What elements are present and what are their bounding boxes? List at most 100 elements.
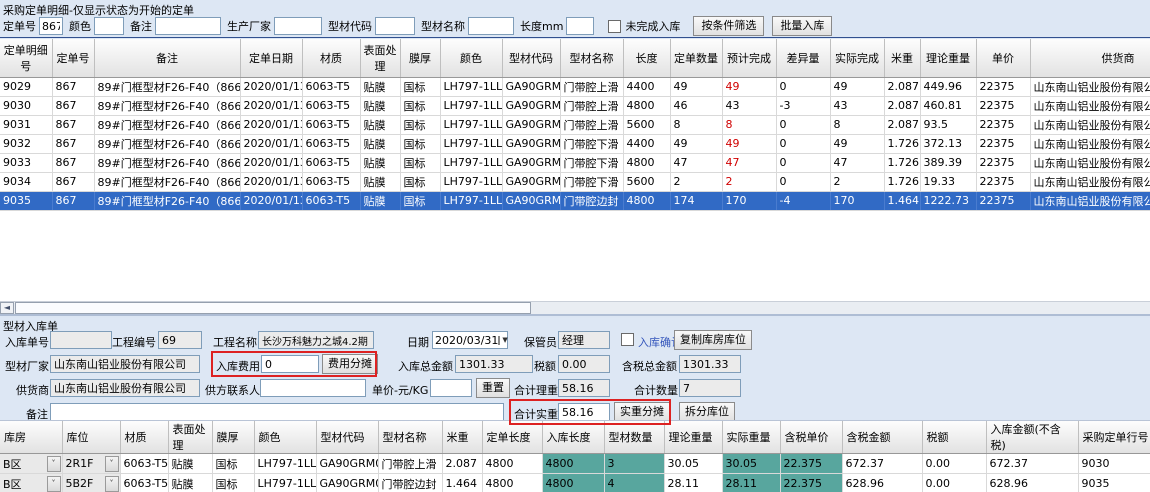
filter-color-input[interactable]	[94, 17, 124, 35]
table-cell[interactable]: 30.05	[664, 453, 723, 474]
remark-input[interactable]	[50, 403, 504, 421]
table-cell[interactable]: 867	[52, 134, 95, 154]
table-cell[interactable]: 1.726	[884, 134, 921, 154]
table-cell[interactable]: 22375	[976, 153, 1031, 173]
table-cell[interactable]: 贴膜	[360, 191, 401, 211]
table-cell[interactable]: 门带腔边封	[378, 473, 443, 492]
column-header[interactable]: 单价	[976, 39, 1031, 78]
table-cell[interactable]: 国标	[400, 115, 441, 135]
column-header[interactable]: 米重	[442, 421, 483, 454]
filter-profile-code-input[interactable]	[375, 17, 415, 35]
table-cell[interactable]: 5600	[623, 115, 671, 135]
table-cell[interactable]: 4800	[623, 191, 671, 211]
inbound-row[interactable]: B区˅2R1F˅6063-T5贴膜国标LH797-1LL0GA90GRM03门带…	[0, 453, 1150, 474]
column-header[interactable]: 采购定单行号	[1078, 421, 1150, 454]
table-cell[interactable]: 672.37	[842, 453, 923, 474]
column-header[interactable]: 库位	[62, 421, 121, 454]
column-header[interactable]: 膜厚	[400, 39, 441, 78]
unfinished-checkbox[interactable]	[608, 19, 622, 33]
table-cell[interactable]: 1.464	[884, 191, 921, 211]
table-cell[interactable]: 6063-T5	[120, 453, 169, 474]
table-cell[interactable]: 49	[670, 77, 723, 97]
inbound-no-input[interactable]	[50, 331, 112, 349]
table-cell[interactable]: 9032	[0, 134, 53, 154]
table-cell[interactable]: 0	[776, 115, 831, 135]
table-cell[interactable]: 2020/01/13	[240, 77, 303, 97]
table-cell[interactable]: GA90GRM04	[502, 172, 561, 192]
table-cell[interactable]: 2.087	[884, 115, 921, 135]
table-cell[interactable]: 9034	[0, 172, 53, 192]
table-cell[interactable]: 贴膜	[360, 172, 401, 192]
selected-order-row[interactable]: 903586789#门框型材F26-F40（866+867）2020/01/13…	[0, 191, 1150, 211]
order-row[interactable]: 902986789#门框型材F26-F40（866+867）2020/01/13…	[0, 77, 1150, 97]
table-cell[interactable]: 6063-T5	[302, 134, 361, 154]
column-header[interactable]: 型材名称	[560, 39, 624, 78]
table-cell[interactable]: LH797-1LL0	[440, 134, 503, 154]
reset-button[interactable]: 重置	[476, 378, 510, 398]
table-cell[interactable]: 89#门框型材F26-F40（866+867）	[94, 191, 241, 211]
inbound-row[interactable]: B区˅5B2F˅6063-T5贴膜国标LH797-1LL0GA90GRM05门带…	[0, 473, 1150, 492]
table-cell[interactable]: GA90GRM03	[502, 77, 561, 97]
table-cell[interactable]: 47	[670, 153, 723, 173]
copy-warehouse-button[interactable]: 复制库房库位	[674, 330, 752, 350]
date-dropdown-arrow-icon[interactable]: ▼	[502, 336, 508, 344]
table-cell[interactable]: 国标	[400, 134, 441, 154]
table-cell[interactable]: 170	[830, 191, 885, 211]
table-cell[interactable]: 449.96	[920, 77, 977, 97]
table-cell[interactable]: 2.087	[884, 77, 921, 97]
table-cell[interactable]: 867	[52, 77, 95, 97]
table-cell[interactable]: 2020/01/13	[240, 153, 303, 173]
warehouse-select[interactable]: B区 ˅	[0, 453, 63, 474]
table-cell[interactable]: LH797-1LL0	[440, 153, 503, 173]
table-cell[interactable]: 山东南山铝业股份有限公司	[1030, 96, 1150, 116]
table-cell[interactable]: 93.5	[920, 115, 977, 135]
column-header[interactable]: 差异量	[776, 39, 831, 78]
table-cell[interactable]: GA90GRM03	[502, 96, 561, 116]
table-cell[interactable]: -4	[776, 191, 831, 211]
batch-inbound-button[interactable]: 批量入库	[772, 16, 833, 36]
table-cell[interactable]: LH797-1LL0	[254, 453, 317, 474]
column-header[interactable]: 税额	[922, 421, 987, 454]
column-header[interactable]: 定单日期	[240, 39, 303, 78]
table-cell[interactable]: 贴膜	[360, 115, 401, 135]
table-cell[interactable]: 6063-T5	[302, 96, 361, 116]
table-cell[interactable]: 89#门框型材F26-F40（866+867）	[94, 134, 241, 154]
split-location-button[interactable]: 拆分库位	[679, 402, 735, 422]
table-cell[interactable]: 49	[722, 77, 777, 97]
actual-weight-allocate-button[interactable]: 实重分摊	[614, 402, 670, 422]
table-cell[interactable]: GA90GRM04	[502, 134, 561, 154]
project-name-input[interactable]	[258, 331, 374, 349]
table-cell[interactable]: 22375	[976, 115, 1031, 135]
table-cell[interactable]: 1.726	[884, 153, 921, 173]
table-cell[interactable]: 门带腔上滑	[378, 453, 443, 474]
table-cell[interactable]: LH797-1LL0	[254, 473, 317, 492]
table-cell[interactable]: 4800	[482, 453, 543, 474]
table-cell[interactable]: LH797-1LL0	[440, 96, 503, 116]
table-cell[interactable]: 2.087	[442, 453, 483, 474]
table-cell[interactable]: GA90GRM05	[502, 191, 561, 211]
table-cell[interactable]: GA90GRM03	[316, 453, 379, 474]
table-cell[interactable]: 山东南山铝业股份有限公司	[1030, 172, 1150, 192]
table-cell[interactable]: 1222.73	[920, 191, 977, 211]
table-cell[interactable]: 山东南山铝业股份有限公司	[1030, 77, 1150, 97]
order-row[interactable]: 903286789#门框型材F26-F40（866+867）2020/01/13…	[0, 134, 1150, 154]
table-cell[interactable]: 46	[670, 96, 723, 116]
table-cell[interactable]: 国标	[400, 172, 441, 192]
chevron-down-icon[interactable]: ˅	[46, 455, 61, 472]
filter-remark-input[interactable]	[155, 17, 221, 35]
location-select[interactable]: 2R1F ˅	[62, 453, 121, 474]
inbound-confirm-checkbox[interactable]	[621, 333, 634, 346]
column-header[interactable]: 预计完成	[722, 39, 777, 78]
column-header[interactable]: 定单号	[52, 39, 95, 78]
inbound-fee-input[interactable]	[261, 355, 319, 373]
table-cell[interactable]: 4800	[482, 473, 543, 492]
column-header[interactable]: 型材代码	[502, 39, 561, 78]
column-header[interactable]: 理论重量	[664, 421, 723, 454]
column-header[interactable]: 表面处理	[360, 39, 401, 78]
table-cell[interactable]: 国标	[400, 96, 441, 116]
table-cell[interactable]: 6063-T5	[302, 191, 361, 211]
table-cell[interactable]: 2020/01/13	[240, 115, 303, 135]
filter-length-input[interactable]	[566, 17, 595, 35]
total-amount-input[interactable]	[455, 355, 533, 373]
filter-manufacturer-input[interactable]	[274, 17, 322, 35]
